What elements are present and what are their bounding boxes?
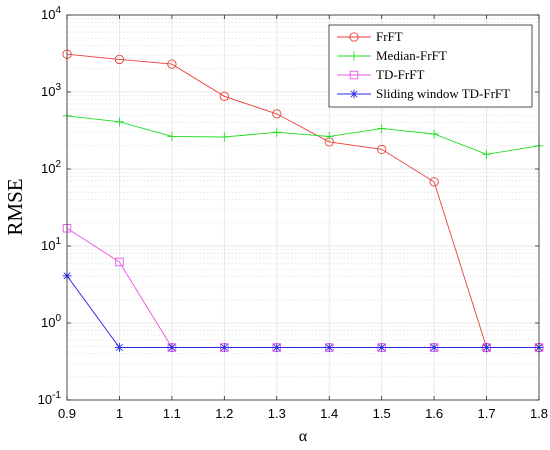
x-tick-label: 1.5	[373, 406, 391, 421]
series-line	[66, 53, 539, 348]
x-tick-label: 0.9	[58, 406, 76, 421]
series-line	[66, 275, 539, 348]
data-point	[272, 109, 282, 119]
series-line	[66, 115, 540, 155]
data-point	[349, 32, 359, 42]
series	[62, 111, 544, 159]
data-point	[167, 131, 177, 141]
x-tick-label: 1.8	[530, 406, 548, 421]
data-point	[167, 59, 177, 69]
data-point	[377, 343, 387, 353]
x-tick-label: 1.6	[425, 406, 443, 421]
series-layer	[62, 49, 544, 353]
data-point	[167, 343, 177, 353]
y-tick-label: 103	[41, 82, 61, 99]
data-point	[429, 129, 439, 139]
x-tick-label: 1.2	[215, 406, 233, 421]
legend-box	[328, 24, 533, 108]
ticks	[66, 14, 540, 401]
legend-item: FrFT	[337, 29, 403, 44]
plot-frame	[66, 14, 540, 401]
data-point	[349, 70, 359, 80]
data-point	[272, 127, 282, 137]
data-point	[482, 343, 492, 353]
x-tick-label: 1	[116, 406, 123, 421]
data-point	[377, 124, 387, 134]
x-tick-labels: 0.9 1 1.1 1.2 1.3 1.4 1.5 1.6 1.7 1.8	[58, 406, 548, 421]
data-point	[219, 343, 229, 353]
legend: FrFT Median-FrFT TD-FrFT Sliding window TD-…	[328, 24, 533, 108]
x-tick-label: 1.4	[320, 406, 338, 421]
data-point	[429, 177, 439, 187]
data-point	[377, 144, 387, 154]
data-point	[219, 91, 229, 101]
data-point	[219, 132, 229, 142]
legend-label: Sliding window TD-FrFT	[376, 86, 510, 101]
data-point	[324, 131, 334, 141]
data-point	[429, 343, 439, 353]
data-point	[349, 89, 359, 99]
data-point	[114, 54, 125, 65]
x-tick-label: 1.7	[478, 406, 496, 421]
x-tick-label: 1.1	[163, 406, 181, 421]
data-point	[349, 51, 359, 61]
data-point	[482, 149, 492, 159]
legend-item: Sliding window TD-FrFT	[337, 86, 510, 101]
data-point	[114, 117, 124, 127]
y-tick-label: 102	[41, 159, 61, 176]
data-point	[272, 343, 282, 353]
data-point	[324, 343, 334, 353]
y-tick-label: 10-1	[38, 390, 62, 407]
legend-item: Median-FrFT	[337, 48, 447, 63]
y-tick-labels: 10-1 100 101 102 103 104	[38, 5, 62, 407]
legend-label: FrFT	[376, 29, 403, 44]
y-tick-label: 104	[41, 5, 61, 22]
y-tick-label: 101	[41, 236, 61, 253]
legend-label: TD-FrFT	[376, 67, 424, 82]
x-tick-label: 1.3	[268, 406, 286, 421]
y-tick-label: 100	[41, 313, 61, 330]
legend-item: TD-FrFT	[337, 67, 424, 82]
data-point	[114, 343, 124, 353]
legend-label: Median-FrFT	[376, 48, 447, 63]
x-axis-title: α	[299, 428, 308, 445]
y-axis-title: RMSE	[3, 178, 27, 235]
data-point	[115, 257, 124, 267]
